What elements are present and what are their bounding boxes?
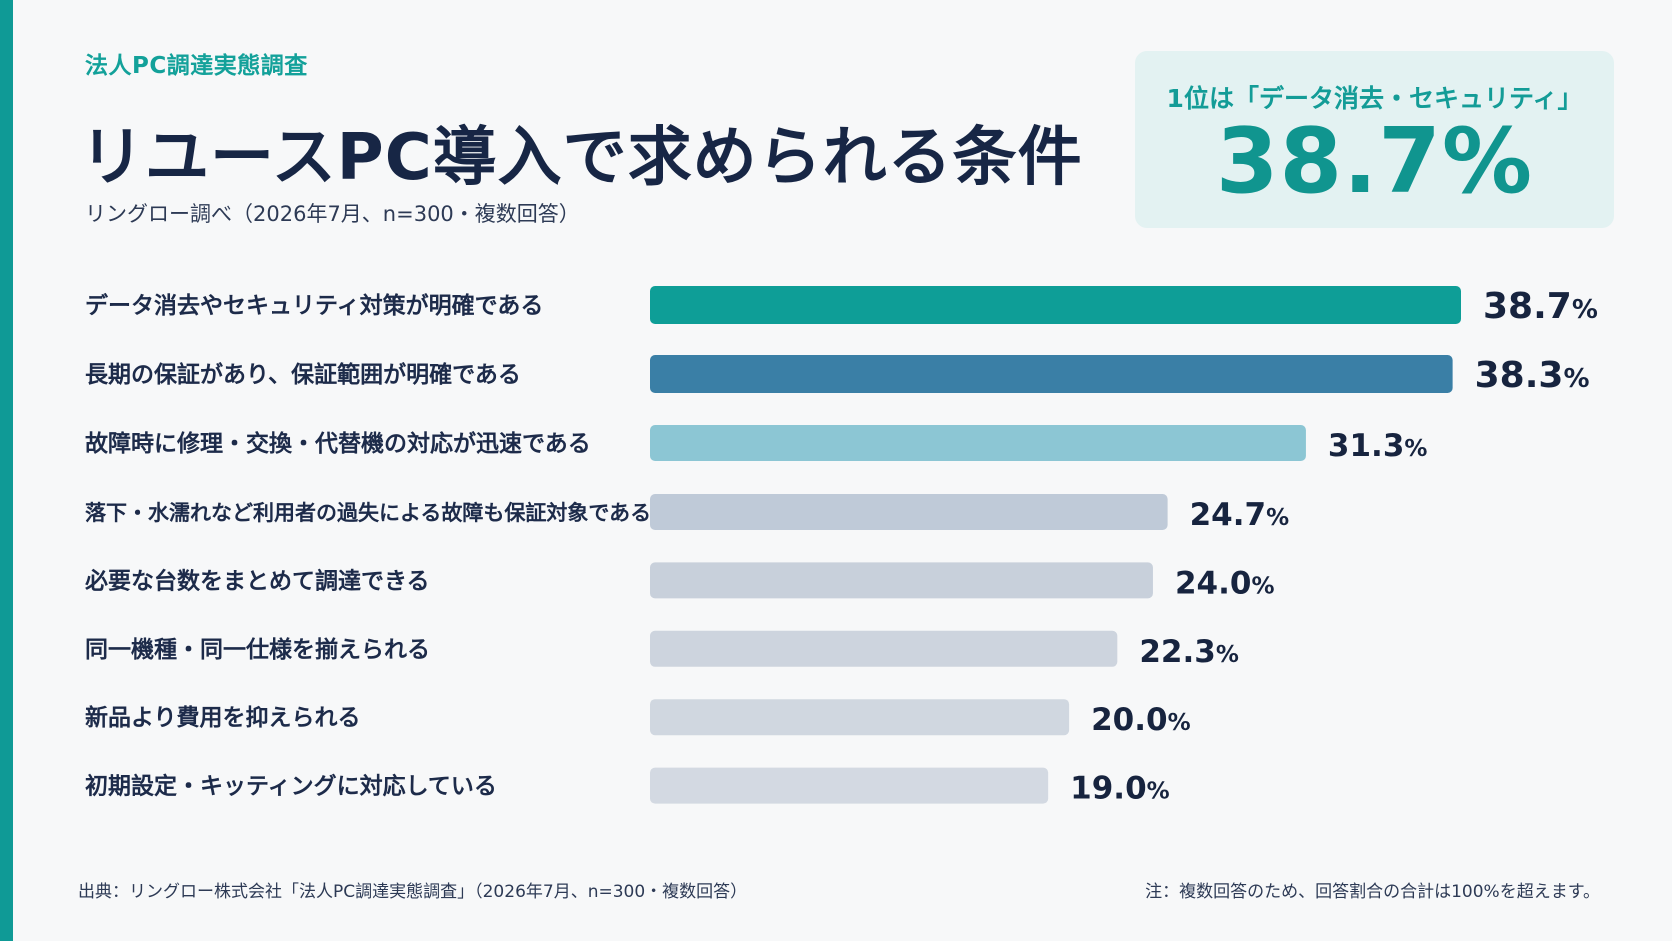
value-unit: % [1404,436,1427,462]
source-note: 出典：リングロー株式会社「法人PC調達実態調査」（2026年7月、n=300・複… [78,882,748,902]
value-unit: % [1147,779,1170,805]
accent-strip [0,0,13,941]
category-label: 長期の保証があり、保証範囲が明確である [85,361,521,388]
value-unit: % [1251,573,1274,599]
category-label: 同一機種・同一仕様を揃えられる [85,636,430,663]
value-label: 24.7% [1190,497,1290,533]
bar [650,286,1461,324]
category-label: データ消去やセキュリティ対策が明確である [85,292,543,319]
value-unit: % [1216,642,1239,668]
value-label: 31.3% [1328,428,1428,464]
bar [650,562,1153,599]
highlight-card: 1位は「データ消去・セキュリティ」 38.7% [1135,51,1614,228]
value-label: 38.7% [1483,286,1598,327]
bar [650,355,1453,393]
bar [650,699,1070,736]
value-number: 20.0 [1091,702,1168,738]
bar [650,767,1049,804]
page-subtitle: リングロー調べ（2026年7月、n=300・複数回答） [85,202,580,226]
value-label: 38.3% [1475,355,1590,396]
survey-kicker: 法人PC調達実態調査 [85,53,308,79]
value-unit: % [1563,364,1589,394]
bar [650,425,1306,461]
bar [650,494,1168,530]
footnote: 注：複数回答のため、回答割合の合計は100%を超えます。 [1145,882,1600,902]
bar [650,630,1118,667]
value-number: 38.7 [1483,286,1572,327]
value-unit: % [1266,505,1289,531]
value-number: 19.0 [1070,771,1147,807]
value-label: 22.3% [1139,634,1239,670]
category-label: 故障時に修理・交換・代替機の対応が迅速である [85,430,591,457]
value-number: 31.3 [1328,428,1405,464]
value-label: 24.0% [1175,565,1275,601]
value-number: 38.3 [1475,355,1564,396]
value-unit: % [1168,710,1191,736]
category-label: 初期設定・キッティングに対応している [85,773,497,800]
value-label: 20.0% [1091,702,1191,738]
value-number: 24.0 [1175,565,1252,601]
category-label: 新品より費用を抑えられる [85,704,361,731]
highlight-label: 1位は「データ消去・セキュリティ」 [1166,84,1583,113]
value-number: 24.7 [1190,497,1267,533]
value-label: 19.0% [1070,771,1170,807]
highlight-value: 38.7% [1215,109,1534,214]
category-label: 必要な台数をまとめて調達できる [85,567,430,594]
page-title: リユースPC導入で求められる条件 [80,121,1083,195]
category-label: 落下・水濡れなど利用者の過失による故障も保証対象である [85,501,651,525]
value-number: 22.3 [1139,634,1216,670]
value-unit: % [1572,295,1598,325]
